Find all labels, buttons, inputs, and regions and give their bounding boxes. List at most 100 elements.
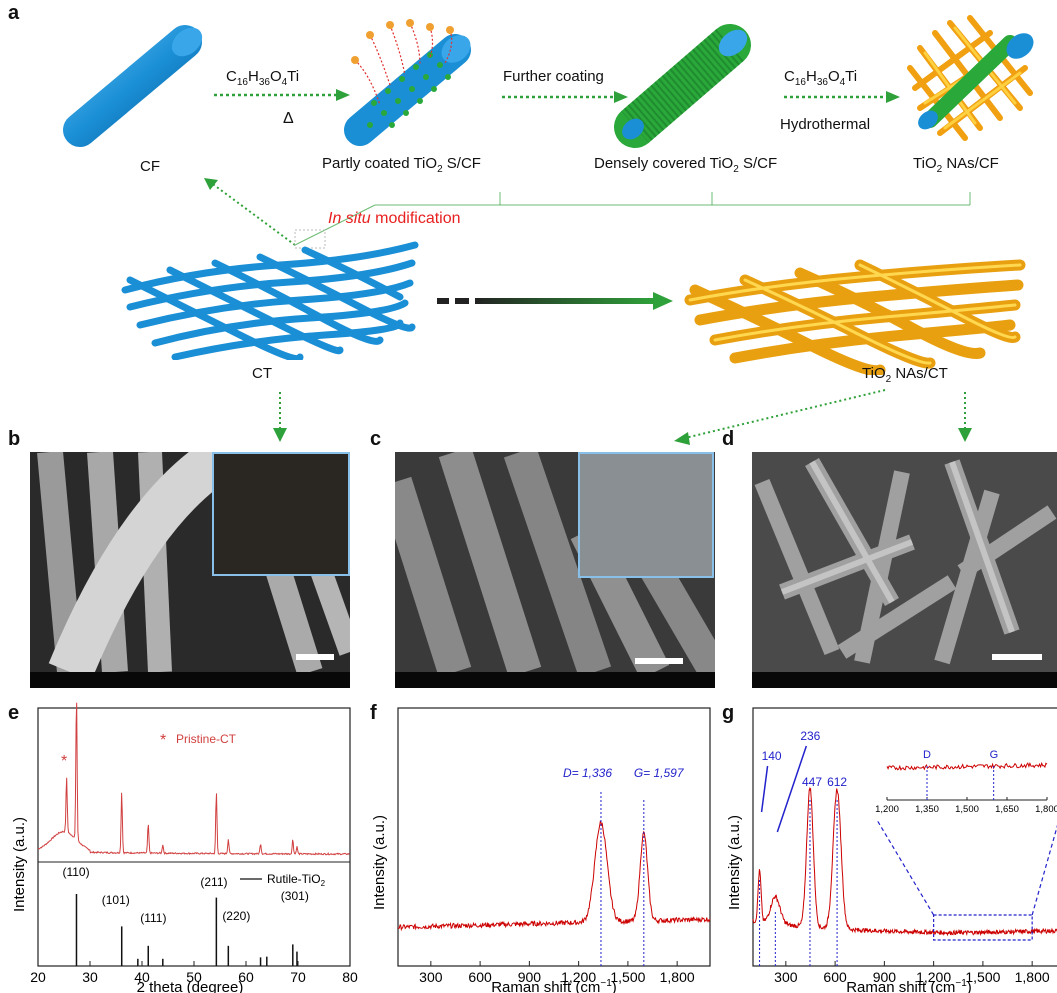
panel-label-b: b	[8, 428, 21, 450]
raman-nas-line	[752, 786, 1057, 937]
raman-ct-plot-frame	[397, 707, 711, 967]
xrd-x-tick-label: 50	[186, 969, 202, 985]
in-situ-guide-lines	[204, 178, 971, 249]
photo-inset-nas-ct	[578, 452, 714, 578]
xrd-peak-label: (301)	[281, 889, 309, 903]
raman-nas-peak-arrow	[776, 745, 808, 833]
ct-label: CT	[252, 365, 272, 382]
raman-nas-x-ticks: 300 600 900 1,200 1,500 1,800	[774, 961, 1050, 985]
raman-ct-x-tick-label: 900	[518, 969, 542, 985]
xrd-x-ticks: 20 30 40 50 60 70 80	[30, 961, 358, 985]
precursor-label-1: C16H36O4Ti	[226, 68, 300, 88]
xrd-peak-label: (110)	[62, 865, 89, 879]
raman-ct-annotations: D= 1,336 G= 1,597	[563, 766, 685, 966]
raman-nas-x-tick-label: 900	[873, 969, 897, 985]
raman-nas-peak-label: 140	[762, 749, 782, 763]
xrd-measured-series	[37, 702, 350, 856]
xrd-chart: 20 30 40 50 60 70 80 * Pristine-CT * Rutile-Ti…	[11, 702, 358, 993]
raman-ct-x-tick-label: 1,800	[660, 969, 695, 985]
raman-zoom-connector	[1031, 824, 1057, 916]
raman-nas-series	[752, 786, 1057, 937]
cf-label: CF	[140, 158, 160, 175]
transform-arrow	[437, 292, 673, 310]
densely-covered-label: Densely covered TiO2 S/CF	[594, 155, 778, 175]
raman-inset-marker-label: G	[990, 749, 999, 761]
arrow-step-1	[214, 89, 350, 101]
raman-ct-x-tick-label: 1,500	[610, 969, 645, 985]
raman-nas-x-label: Raman shift (cm−1)	[846, 978, 972, 993]
raman-nas-y-label: Intensity (a.u.)	[726, 815, 743, 910]
arrow-to-b	[273, 392, 287, 442]
raman-inset-tick-label: 1,200	[875, 804, 899, 815]
raman-nas-peak-label: 447	[802, 775, 822, 789]
raman-nas-chart: 300 600 900 1,200 1,500 1,800 140 236 447 612 1,…	[726, 707, 1057, 993]
nas-cf-label: TiO2 NAs/CF	[913, 155, 999, 175]
arrow-to-c	[674, 389, 886, 445]
raman-inset-tick-label: 1,800	[1035, 804, 1057, 815]
precursor-label-2: C16H36O4Ti	[784, 68, 858, 88]
heat-symbol: Δ	[283, 110, 294, 127]
xrd-x-tick-label: 80	[342, 969, 358, 985]
partly-coated-fiber	[344, 19, 471, 146]
raman-zoom-box	[933, 914, 1033, 941]
raman-ct-x-tick-label: 300	[419, 969, 443, 985]
raman-ct-series	[397, 820, 711, 932]
nanoarray-fiber	[907, 15, 1034, 141]
raman-nas-x-tick-label: 1,800	[1015, 969, 1050, 985]
carbon-fiber-rod	[63, 25, 203, 147]
panel-label-g: g	[722, 702, 735, 724]
xrd-peak-label: (220)	[222, 909, 250, 923]
xrd-x-tick-label: 60	[238, 969, 254, 985]
panel-label-f: f	[370, 702, 377, 724]
raman-inset-line	[886, 761, 1048, 771]
carbon-textile-mesh	[121, 241, 419, 360]
pristine-star-marker: *	[160, 732, 166, 749]
xrd-y-label: Intensity (a.u.)	[11, 817, 28, 912]
raman-inset-tick-label: 1,350	[915, 804, 939, 815]
raman-zoom-connector	[876, 819, 935, 916]
raman-nas-x-tick-label: 1,200	[916, 969, 951, 985]
raman-inset-tick-label: 1,650	[995, 804, 1019, 815]
arrow-to-d	[958, 392, 972, 442]
raman-nas-x-tick-label: 1,500	[965, 969, 1000, 985]
partly-coated-label: Partly coated TiO2 S/CF	[322, 155, 481, 175]
in-situ-modification-label: In situ modification	[328, 210, 461, 227]
raman-inset: 1,200 1,350 1,500 1,650 1,800 D G	[875, 749, 1057, 941]
raman-ct-peak-label: G= 1,597	[634, 766, 685, 780]
xrd-reference-sticks	[75, 894, 298, 966]
panel-label-d: d	[722, 428, 735, 450]
sem-image-nanorods	[752, 452, 1057, 688]
xrd-x-label: 2 theta (degree)	[137, 979, 244, 993]
raman-ct-chart: 300 600 900 1,200 1,500 1,800 D= 1,336 G= 1,59…	[371, 707, 711, 993]
sem-image-pristine-ct	[30, 452, 350, 688]
raman-nas-x-tick-label: 600	[823, 969, 847, 985]
panel-label-e: e	[8, 702, 20, 724]
arrow-step-2	[502, 91, 628, 103]
xrd-peak-label: (101)	[102, 893, 130, 907]
raman-ct-peak-label: D= 1,336	[563, 766, 612, 780]
densely-covered-fiber	[614, 24, 751, 148]
raman-nas-peak-label: 236	[800, 729, 820, 743]
raman-nas-plot-frame	[752, 707, 1057, 967]
legend-pristine-ct: Pristine-CT	[176, 732, 237, 746]
raman-inset-tick-label: 1,500	[955, 804, 979, 815]
photo-inset-ct	[212, 452, 350, 576]
legend-rutile-tio2: Rutile-TiO2	[267, 872, 326, 888]
xrd-measured-line	[37, 702, 350, 856]
xrd-x-tick-label: 30	[82, 969, 98, 985]
xrd-x-tick-label: 40	[134, 969, 150, 985]
hydrothermal-label: Hydrothermal	[780, 116, 871, 133]
raman-ct-x-label: Raman shift (cm−1)	[491, 978, 617, 993]
raman-ct-x-tick-label: 600	[468, 969, 492, 985]
raman-nas-peak-arrow	[760, 765, 769, 813]
xrd-x-tick-label: 20	[30, 969, 46, 985]
further-coating-label: Further coating	[503, 68, 604, 85]
raman-inset-marker-label: D	[923, 749, 931, 761]
xrd-peak-label: (111)	[140, 911, 166, 925]
raman-ct-y-label: Intensity (a.u.)	[371, 815, 388, 910]
xrd-x-tick-label: 70	[290, 969, 306, 985]
panel-label-c: c	[370, 428, 382, 450]
arrow-step-3	[784, 91, 900, 103]
nanoarray-textile-mesh	[684, 259, 1026, 375]
raman-nas-peak-label: 612	[827, 775, 847, 789]
